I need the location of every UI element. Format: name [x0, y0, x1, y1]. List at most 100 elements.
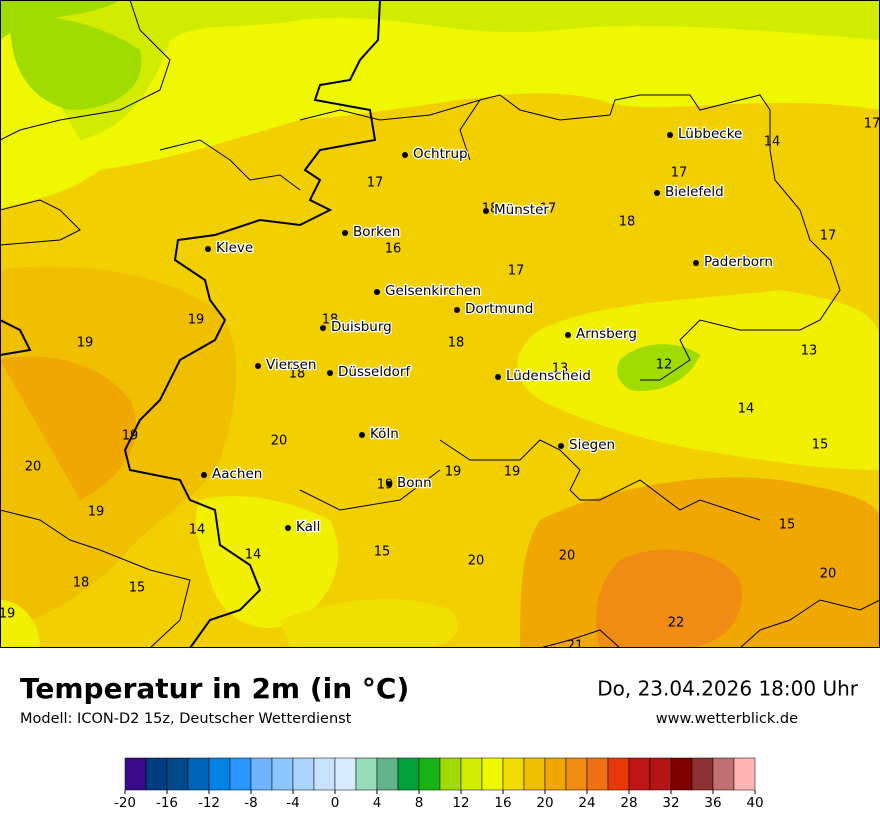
- colorbar-tick-label: -8: [244, 795, 257, 811]
- colorbar-tick-label: 0: [331, 795, 340, 811]
- city-dot: [255, 363, 261, 369]
- temperature-value: 15: [812, 438, 829, 453]
- city-name: Kleve: [216, 240, 253, 256]
- city-dot: [402, 152, 408, 158]
- colorbar-tick-label: -16: [156, 795, 178, 811]
- colorbar-swatch: [670, 757, 693, 791]
- colorbar-swatch: [418, 757, 441, 791]
- city-name: Bielefeld: [665, 184, 724, 200]
- city-labels: Lübbecke Ochtrup Bielefeld Münster Borken Kle…: [201, 125, 774, 536]
- temperature-value: 20: [271, 434, 288, 449]
- city-dot: [285, 525, 291, 531]
- temperature-value: 15: [779, 518, 796, 533]
- city-dot: [342, 230, 348, 236]
- temperature-value: 20: [468, 554, 485, 569]
- footer-panel: [0, 648, 880, 830]
- temperature-value: 15: [129, 581, 146, 596]
- temperature-value: 13: [801, 344, 818, 359]
- city-name: Münster: [494, 202, 549, 218]
- colorbar-tick-label: -4: [286, 795, 299, 811]
- temperature-labels: 17 16 18 17 17 18 17 14 17 17 19 19 18 18 18 13 12 13 14 19…: [0, 117, 880, 654]
- colorbar-tick-label: 4: [373, 795, 382, 811]
- city-dot: [205, 246, 211, 252]
- city-dot: [359, 432, 365, 438]
- temperature-value: 18: [73, 576, 90, 591]
- colorbar-swatch: [355, 757, 378, 791]
- city-dot: [386, 481, 392, 487]
- city-name: Ochtrup: [413, 146, 468, 162]
- city-name: Düsseldorf: [338, 364, 411, 380]
- city-name: Aachen: [212, 466, 262, 482]
- temperature-value: 17: [671, 166, 688, 181]
- city-name: Gelsenkirchen: [385, 283, 481, 299]
- temperature-value: 18: [448, 336, 465, 351]
- temperature-value: 19: [122, 429, 139, 444]
- colorbar-swatch: [166, 757, 189, 791]
- colorbar-swatch: [271, 757, 294, 791]
- colorbar-swatch: [712, 757, 735, 791]
- colorbar-swatch: [691, 757, 714, 791]
- colorbar-swatch: [292, 757, 315, 791]
- map-background: [0, 0, 880, 648]
- colorbar-swatch: [250, 757, 273, 791]
- subtitle: Modell: ICON-D2 15z, Deutscher Wetterdie…: [20, 711, 352, 727]
- city-dot: [483, 208, 489, 214]
- city-dot: [693, 260, 699, 266]
- temperature-value: 17: [367, 176, 384, 191]
- colorbar-tick-label: 32: [662, 795, 679, 811]
- city-name: Borken: [353, 224, 400, 240]
- title: Temperatur in 2m (in °C): [20, 672, 409, 705]
- temperature-value: 17: [508, 264, 525, 279]
- colorbar-tick-label: 12: [452, 795, 469, 811]
- colorbar-swatch: [523, 757, 546, 791]
- city-name: Viersen: [266, 357, 316, 373]
- city-dot: [374, 289, 380, 295]
- temperature-value: 19: [88, 505, 105, 520]
- colorbar-tick-label: 24: [578, 795, 595, 811]
- colorbar-swatch: [460, 757, 483, 791]
- colorbar-swatch: [313, 757, 336, 791]
- colorbar-swatch: [586, 757, 609, 791]
- temperature-value: 16: [385, 242, 402, 257]
- temperature-value: 19: [77, 336, 94, 351]
- colorbar-tick-label: 8: [415, 795, 424, 811]
- temperature-value: 17: [864, 117, 880, 132]
- temperature-value: 13: [552, 362, 569, 377]
- colorbar-swatch: [544, 757, 567, 791]
- city-dot: [201, 472, 207, 478]
- temperature-value: 12: [656, 358, 673, 373]
- colorbar-tick-label: -20: [114, 795, 136, 811]
- colorbar-swatch: [481, 757, 504, 791]
- datetime: Do, 23.04.2026 18:00 Uhr: [597, 677, 859, 701]
- colorbar-swatch: [145, 757, 168, 791]
- city-dot: [558, 443, 564, 449]
- city-dot: [320, 325, 326, 331]
- colorbar-swatch: [607, 757, 630, 791]
- colorbar-tick-label: -12: [198, 795, 220, 811]
- colorbar-swatch: [649, 757, 672, 791]
- colorbar-tick-label: 28: [620, 795, 637, 811]
- city-name: Lübbecke: [678, 126, 742, 142]
- temperature-value: 17: [540, 202, 557, 217]
- city-name: Dortmund: [465, 301, 533, 317]
- colorbar-tick-label: 20: [536, 795, 553, 811]
- temperature-value: 19: [188, 313, 205, 328]
- temperature-value: 14: [738, 402, 755, 417]
- city-dot: [654, 190, 660, 196]
- colorbar-swatch: [334, 757, 357, 791]
- city-dot: [495, 374, 501, 380]
- temperature-value: 17: [820, 229, 837, 244]
- colorbar-swatch: [397, 757, 420, 791]
- city-dot: [454, 307, 460, 313]
- city-name: Bonn: [397, 475, 432, 491]
- colorbar-swatch: [502, 757, 525, 791]
- temperature-value: 20: [559, 549, 576, 564]
- temperature-value: 14: [245, 548, 262, 563]
- colorbar-tick-label: 40: [746, 795, 763, 811]
- temperature-value: 20: [820, 567, 837, 582]
- temperature-value: 19: [445, 465, 462, 480]
- city-name: Paderborn: [704, 254, 773, 270]
- colorbar-swatch: [565, 757, 588, 791]
